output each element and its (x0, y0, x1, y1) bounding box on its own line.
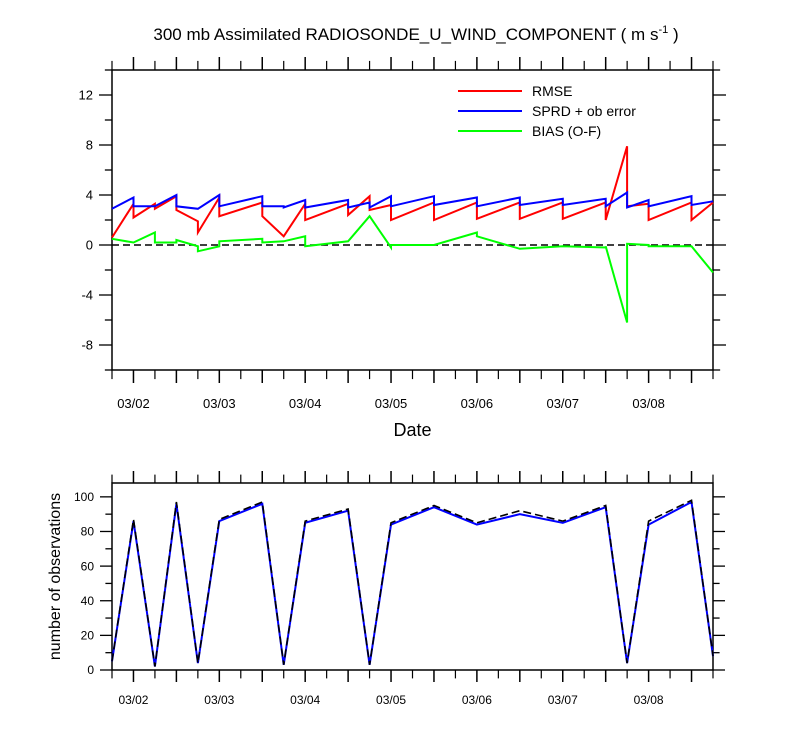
bottom-series-total-observations (111, 499, 714, 667)
top-xtick-label: 03/02 (117, 396, 150, 411)
bottom-ytick-label: 60 (81, 559, 95, 573)
legend: RMSE SPRD + ob error BIAS (O-F) (458, 83, 636, 139)
top-plot: 03/02 03/03 03/04 03/05 03/06 03/07 03/08 -8 -4 0… (79, 57, 726, 440)
bottom-xtick-label: 03/02 (118, 693, 148, 707)
chart-title: 300 mb Assimilated RADIOSONDE_U_WIND_COM… (153, 24, 678, 44)
bottom-xtick-label: 03/07 (548, 693, 578, 707)
chart-title-main: 300 mb Assimilated RADIOSONDE_U_WIND_COM… (153, 25, 658, 44)
top-ytick-label: 8 (86, 138, 93, 153)
top-xtick-label: 03/06 (461, 396, 494, 411)
bottom-xtick-label: 03/05 (376, 693, 406, 707)
top-ytick-label: 4 (86, 188, 93, 203)
bottom-xtick-label: 03/06 (462, 693, 492, 707)
bottom-ytick-label: 80 (81, 525, 95, 539)
legend-label-0: RMSE (532, 83, 572, 99)
legend-label-1: SPRD + ob error (532, 103, 636, 119)
chart-title-sup: -1 (658, 24, 668, 36)
top-xtick-label: 03/07 (546, 396, 579, 411)
bottom-ytick-label: 40 (81, 594, 95, 608)
top-ytick-label: -4 (81, 288, 93, 303)
bottom-ytick-label: 20 (81, 629, 95, 643)
bottom-plot: 03/02 03/03 03/04 03/05 03/06 03/07 03/08 0 20 40… (47, 471, 725, 707)
bottom-ytick-label: 100 (74, 490, 94, 504)
top-series-sprd-ob-error (111, 190, 714, 210)
top-xtick-label: 03/05 (375, 396, 408, 411)
top-ytick-label: 0 (86, 238, 93, 253)
bottom-yaxis-label: number of observations (47, 493, 64, 660)
top-series-bias-o-f- (111, 214, 714, 323)
top-xtick-label: 03/03 (203, 396, 236, 411)
bottom-xtick-label: 03/08 (634, 693, 664, 707)
top-xaxis-label: Date (393, 420, 431, 440)
top-ytick-label: -8 (81, 338, 93, 353)
bottom-series-used-observations (111, 500, 714, 667)
top-xtick-label: 03/04 (289, 396, 322, 411)
bottom-frame (111, 482, 714, 671)
top-ytick-label: 12 (79, 88, 93, 103)
top-xtick-label: 03/08 (632, 396, 665, 411)
bottom-xtick-label: 03/03 (204, 693, 234, 707)
legend-label-2: BIAS (O-F) (532, 123, 601, 139)
bottom-ytick-label: 0 (87, 663, 94, 677)
top-series-rmse (111, 146, 714, 239)
bottom-xtick-label: 03/04 (290, 693, 320, 707)
chart-title-tail: ) (668, 25, 678, 44)
